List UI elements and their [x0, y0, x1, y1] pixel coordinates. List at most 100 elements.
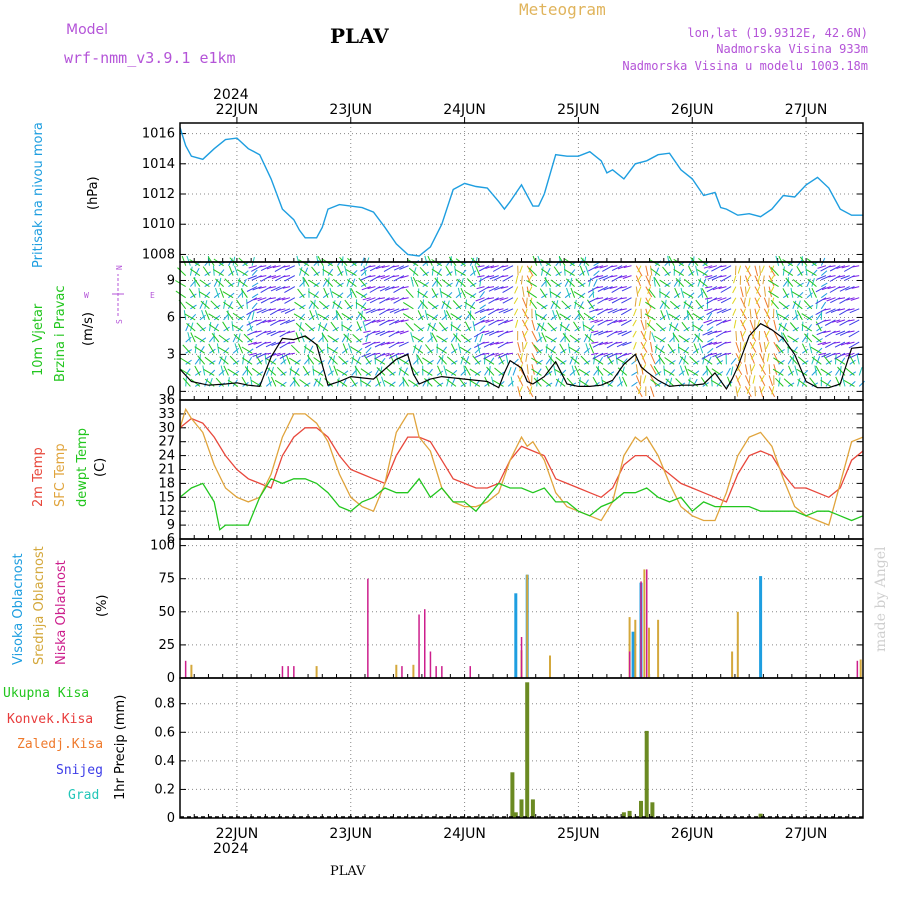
wind-arrow: [635, 364, 639, 375]
wind-arrow: [643, 330, 647, 340]
wind-arrow: [365, 347, 372, 354]
wind-arrow: [208, 313, 220, 321]
wind-arrow: [683, 337, 690, 343]
top-day-label: 25JUN: [557, 102, 600, 118]
wind-arrow: [527, 275, 533, 282]
wind-arrow: [665, 378, 675, 387]
wind-arrow: [648, 275, 651, 285]
wind-arrow: [376, 367, 386, 376]
wind-arrow: [712, 286, 722, 291]
wind-arrow: [640, 330, 647, 342]
wind-arrow: [410, 332, 414, 343]
wind-arrow: [782, 314, 790, 321]
wind-arrow: [526, 375, 532, 387]
wind-arrow: [555, 310, 561, 321]
wind-arrow: [189, 266, 193, 276]
wind-arrow: [832, 330, 841, 334]
station-title: PLAV: [330, 24, 389, 48]
wind-arrow: [469, 379, 481, 387]
wind-arrow: [679, 356, 689, 365]
wind-arrow: [816, 330, 827, 336]
wind-arrow: [232, 312, 243, 321]
wind-arrow: [280, 381, 287, 387]
wind-arrows: [175, 255, 865, 398]
wind-arrow: [204, 356, 215, 365]
wind-arrow: [252, 352, 262, 357]
wind-arrow: [825, 379, 832, 387]
cloud-mid-bar: [648, 627, 650, 678]
wind-arrow: [175, 290, 186, 299]
wind-arrow: [686, 310, 689, 320]
wind-arrow: [593, 278, 598, 287]
wind-arrow: [233, 334, 243, 343]
wind-arrow: [194, 357, 201, 365]
wind-arrow: [845, 367, 855, 376]
wind-arrow: [740, 297, 747, 309]
wind-arrow: [228, 265, 234, 276]
wind-arrow: [811, 355, 815, 365]
bottom-day-label: 25JUN: [557, 826, 600, 842]
wind-arrow: [246, 356, 253, 365]
wind-arrow: [586, 299, 595, 310]
wind-arrow: [545, 335, 556, 343]
wind-arrow: [702, 278, 707, 287]
cloud-low-bar: [628, 651, 631, 678]
wind-arrow: [255, 330, 267, 338]
wind-arrow: [474, 347, 481, 354]
wind-arrow: [536, 359, 543, 365]
wind-arrow: [689, 356, 699, 365]
cloud-high-bar: [631, 631, 635, 678]
wind-arrow: [550, 279, 561, 288]
wind-arrow: [350, 346, 362, 354]
wind-arrow: [424, 309, 429, 321]
wind-arrow: [615, 354, 618, 365]
precip-total-bar: [513, 812, 518, 818]
wind-arrow: [194, 370, 202, 376]
wind-arrow: [393, 265, 405, 271]
wind-arrow: [820, 368, 831, 376]
wind-arrow: [504, 319, 514, 324]
wind-arrow: [569, 334, 580, 343]
wind-arrow: [401, 286, 409, 289]
wind-arrow: [494, 286, 504, 291]
wind-arrow: [264, 354, 267, 365]
wind-arrow: [692, 324, 703, 332]
wind-arrow: [312, 368, 324, 376]
wind-arrow: [227, 377, 230, 387]
wind-arrow: [811, 278, 815, 287]
wind-arrow: [769, 275, 775, 282]
wind-arrow: [327, 334, 338, 343]
wind-arrow: [194, 276, 196, 287]
wind-arrow: [711, 376, 713, 387]
wind-arrow: [368, 275, 376, 278]
wind-arrow: [549, 287, 552, 298]
wind-arrow: [773, 357, 784, 365]
wind-arrow: [588, 324, 595, 332]
wind-arrow: [365, 371, 373, 376]
wind-arrow: [380, 275, 390, 280]
wind-arrow: [659, 337, 667, 343]
wind-arrow: [735, 386, 739, 397]
wind-arrow: [848, 341, 860, 349]
precip-total-bar: [758, 813, 763, 818]
wind-arrow: [279, 330, 291, 338]
wind-arrow: [185, 359, 192, 365]
wind-arrow: [606, 319, 618, 326]
wind-arrow: [469, 301, 476, 310]
wind-arrow: [436, 346, 447, 354]
wind-arrow: [669, 377, 673, 387]
wind-label-line2: Brzina i Pravac: [53, 285, 68, 382]
wind-arrow: [592, 341, 604, 348]
wind-arrow: [559, 378, 564, 387]
wind-arrow: [550, 314, 557, 321]
wind-arrow: [369, 275, 381, 282]
wind-arrow: [182, 377, 191, 387]
wind-arrow: [337, 265, 343, 276]
wind-arrow: [237, 277, 241, 287]
wind-arrow: [332, 346, 339, 354]
wind-arrow: [749, 308, 752, 319]
wind-arrow: [829, 275, 841, 282]
wind-arrow: [293, 313, 305, 321]
wind-arrow: [445, 368, 457, 376]
wind-arrow: [317, 256, 324, 266]
